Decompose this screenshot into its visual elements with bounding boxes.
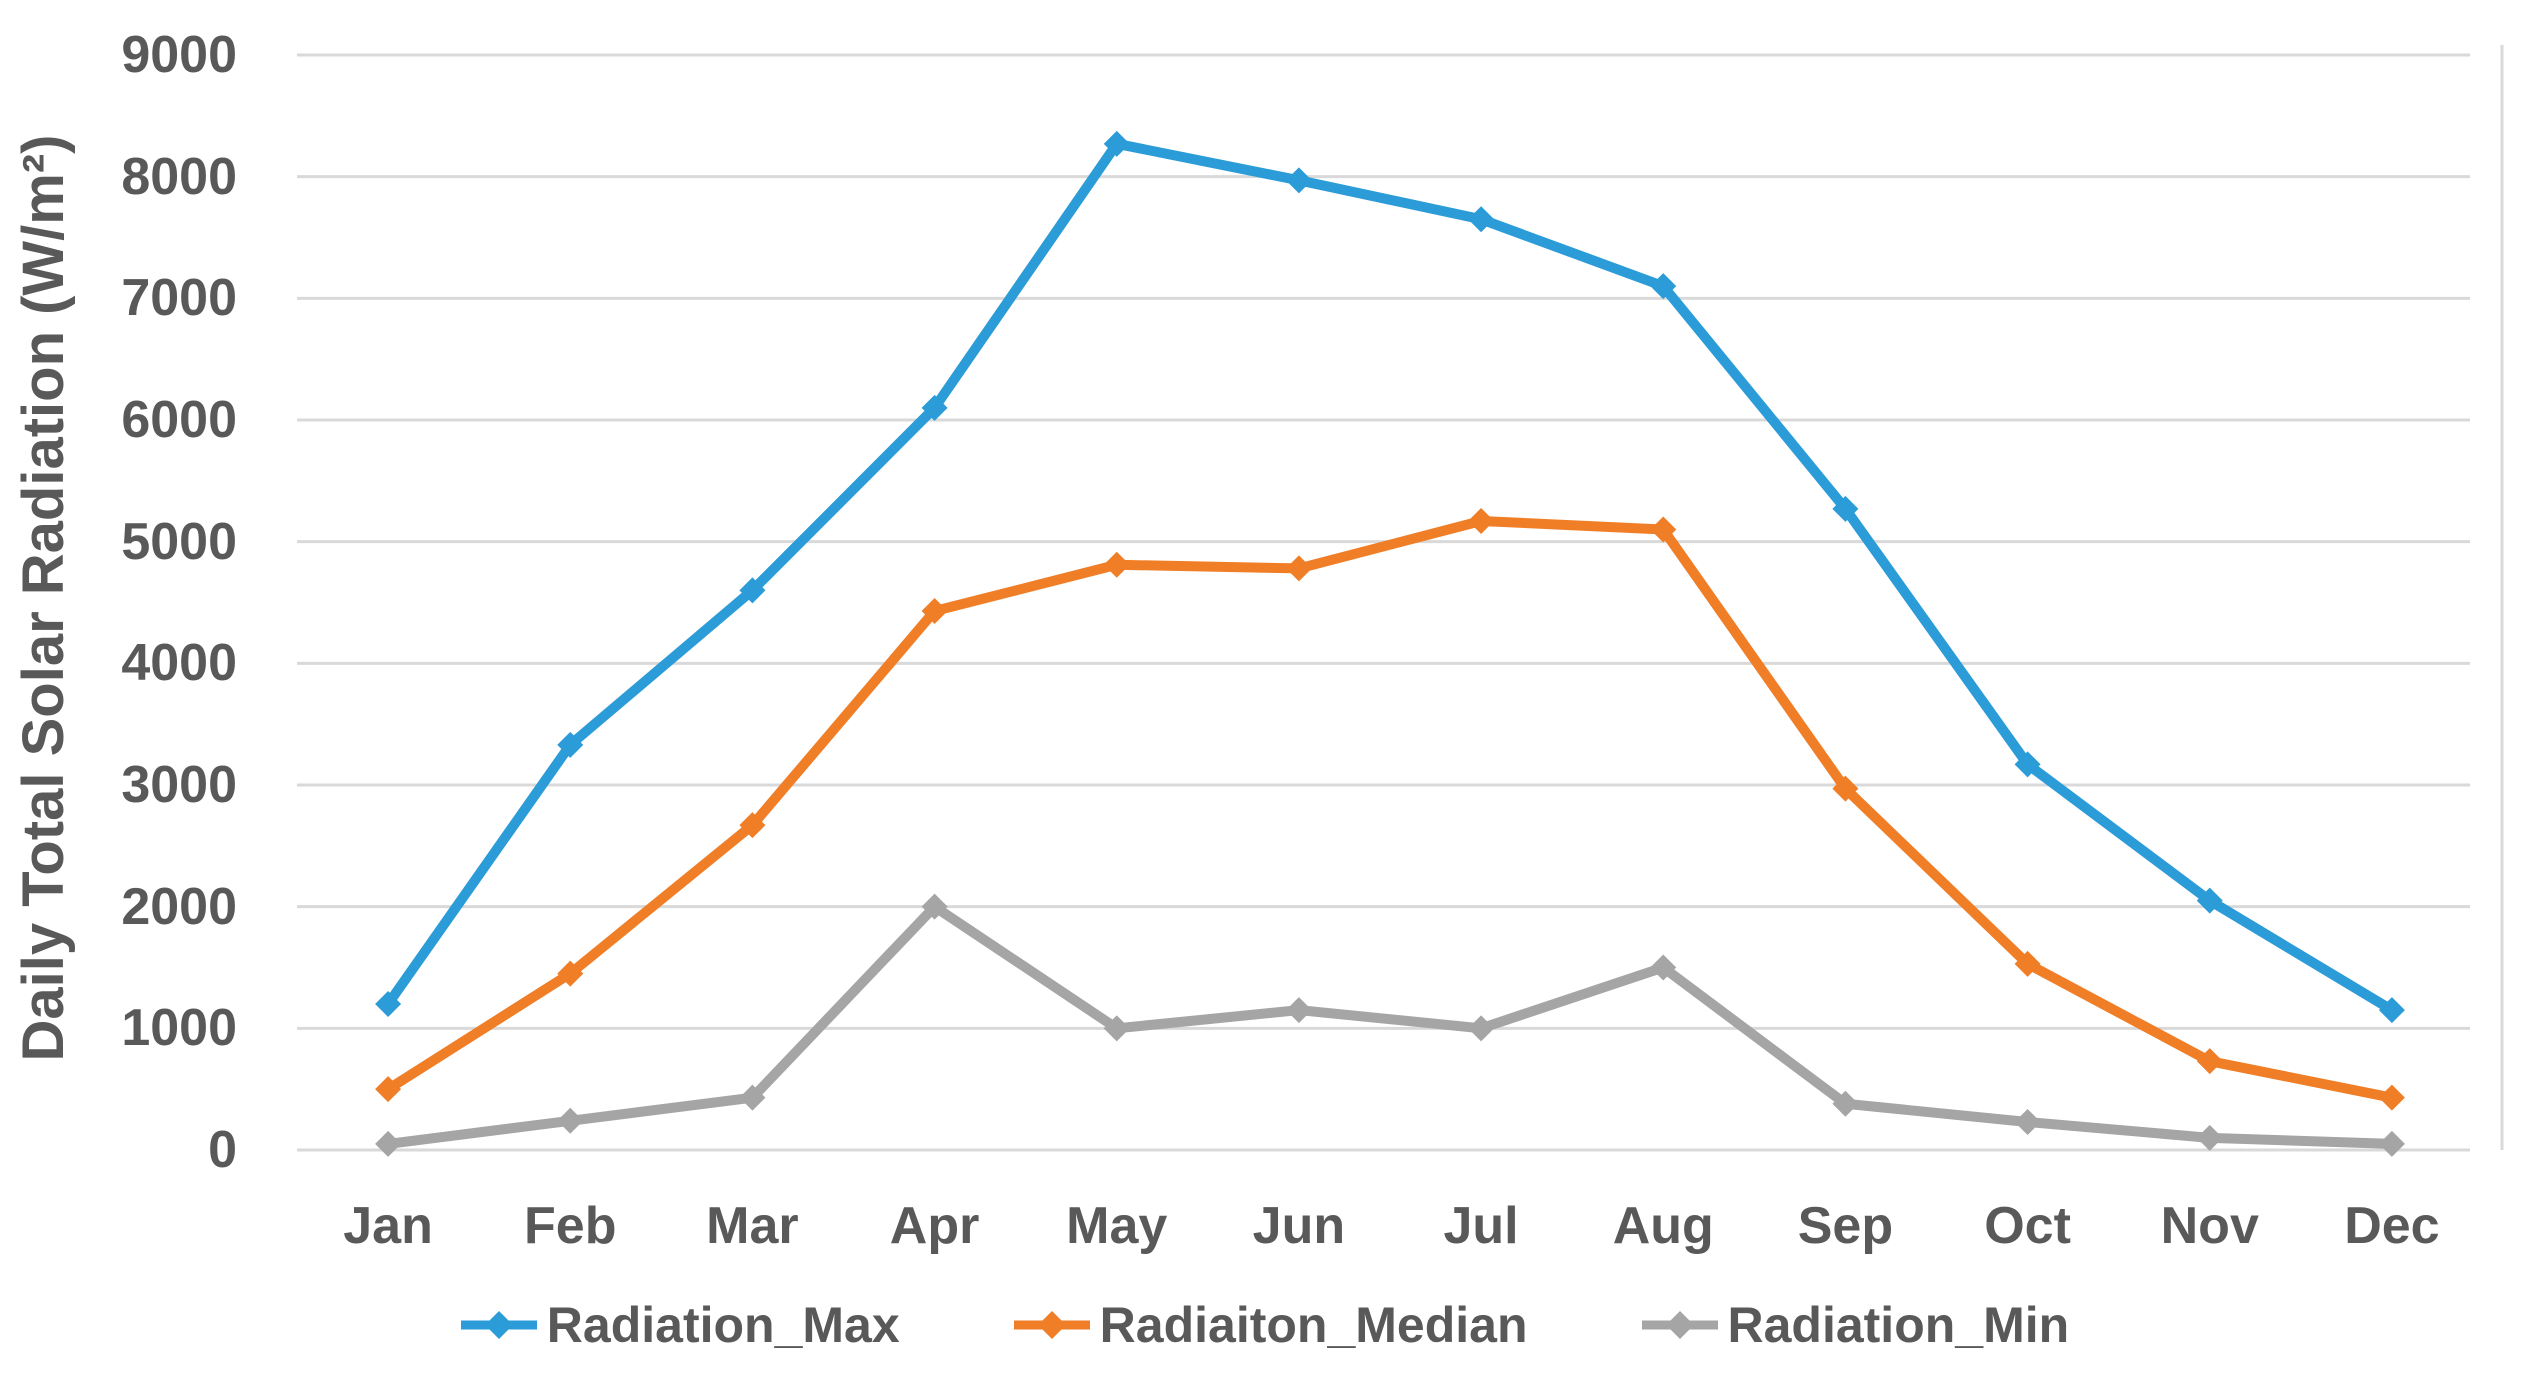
legend-item-Radiation_Min: Radiation_Min (1640, 1296, 2070, 1354)
data-point-Radiation_Max-Sep (1832, 495, 1859, 522)
x-tick-label-Apr: Apr (889, 1197, 980, 1255)
data-point-Radiation_Min-Jan (375, 1130, 402, 1157)
y-tick-label: 3000 (121, 756, 237, 814)
data-point-Radiation_Min-Nov (2196, 1124, 2223, 1151)
data-point-Radiaiton_Median-Dec (2378, 1084, 2405, 1111)
legend-label: Radiation_Max (546, 1297, 900, 1353)
data-point-Radiation_Min-Apr (921, 893, 948, 920)
x-tick-label-Mar: Mar (706, 1197, 799, 1255)
legend-marker-Radiation_Min (1641, 1311, 1718, 1339)
data-point-Radiation_Min-Jun (1285, 997, 1312, 1024)
y-tick-label: 8000 (121, 147, 237, 206)
data-point-Radiation_Max-Nov (2196, 887, 2223, 914)
y-tick-label: 9000 (121, 26, 237, 84)
data-point-Radiation_Max-Aug (1650, 273, 1677, 300)
legend-marker-Radiation_Max (460, 1311, 537, 1339)
data-point-Radiation_Min-Sep (1832, 1090, 1859, 1117)
data-point-Radiation_Max-Jan (375, 991, 402, 1017)
x-tick-label-Sep: Sep (1797, 1197, 1894, 1255)
data-point-Radiaiton_Median-May (1103, 551, 1130, 578)
data-point-Radiation_Min-Dec (2378, 1130, 2405, 1157)
x-tick-label-Jan: Jan (343, 1197, 433, 1255)
data-point-Radiation_Min-Mar (739, 1084, 766, 1111)
data-point-Radiaiton_Median-Jun (1285, 555, 1312, 582)
data-point-Radiation_Min-Oct (2014, 1109, 2041, 1136)
data-point-Radiaiton_Median-Oct (2014, 950, 2041, 977)
legend-marker-Radiaiton_Median (1013, 1311, 1090, 1339)
data-point-Radiation_Max-Feb (557, 731, 584, 758)
data-point-Radiation_Min-Feb (557, 1107, 584, 1134)
legend-item-Radiation_Max: Radiation_Max (459, 1296, 900, 1354)
data-point-Radiation_Max-May (1103, 130, 1130, 157)
data-point-Radiaiton_Median-Mar (739, 812, 766, 839)
series-line-Radiaiton_Median (383, 515, 2397, 1103)
data-point-Radiaiton_Median-Feb (557, 960, 584, 987)
x-tick-label-Oct: Oct (1984, 1197, 2071, 1255)
y-tick-label: 1000 (121, 999, 237, 1058)
legend: Radiation_Max Radiaiton_Median Radiation_M… (0, 1296, 2528, 1354)
legend-label: Radiaiton_Median (1099, 1297, 1528, 1353)
x-tick-label-May: May (1066, 1197, 1168, 1255)
data-point-Radiation_Min-Jul (1468, 1015, 1495, 1042)
data-point-Radiaiton_Median-Sep (1832, 775, 1859, 802)
data-point-Radiation_Max-Apr (921, 394, 948, 421)
data-point-Radiaiton_Median-Jul (1468, 507, 1495, 534)
y-tick-label: 6000 (121, 391, 237, 449)
y-tick-label: 0 (208, 1121, 237, 1179)
series-line-Radiation_Max (383, 138, 2397, 1016)
data-point-Radiation_Max-Dec (2378, 997, 2405, 1024)
data-point-Radiation_Min-May (1103, 1015, 1130, 1042)
data-point-Radiation_Min-Aug (1650, 954, 1677, 981)
data-point-Radiation_Max-Mar (739, 577, 766, 604)
data-point-Radiaiton_Median-Apr (921, 598, 948, 625)
x-tick-label-Jul: Jul (1443, 1197, 1519, 1255)
data-point-Radiaiton_Median-Nov (2196, 1048, 2223, 1075)
data-point-Radiation_Max-Oct (2014, 751, 2041, 778)
y-tick-label: 2000 (121, 877, 237, 936)
x-tick-label-Jun: Jun (1252, 1197, 1346, 1255)
data-point-Radiation_Max-Jun (1285, 167, 1312, 194)
x-tick-label-Aug: Aug (1612, 1197, 1714, 1255)
data-point-Radiaiton_Median-Aug (1650, 516, 1677, 543)
y-tick-label: 7000 (121, 269, 237, 328)
x-tick-label-Nov: Nov (2160, 1197, 2259, 1255)
legend-item-Radiaiton_Median: Radiaiton_Median (1012, 1296, 1528, 1354)
x-tick-label-Feb: Feb (524, 1197, 617, 1255)
series-line-Radiation_Min (383, 901, 2397, 1149)
y-tick-label: 4000 (121, 634, 237, 693)
data-point-Radiaiton_Median-Jan (375, 1076, 402, 1103)
y-tick-label: 5000 (121, 512, 237, 571)
legend-label: Radiation_Min (1727, 1297, 2070, 1353)
x-tick-label-Dec: Dec (2344, 1197, 2440, 1255)
data-point-Radiation_Max-Jul (1468, 206, 1495, 233)
